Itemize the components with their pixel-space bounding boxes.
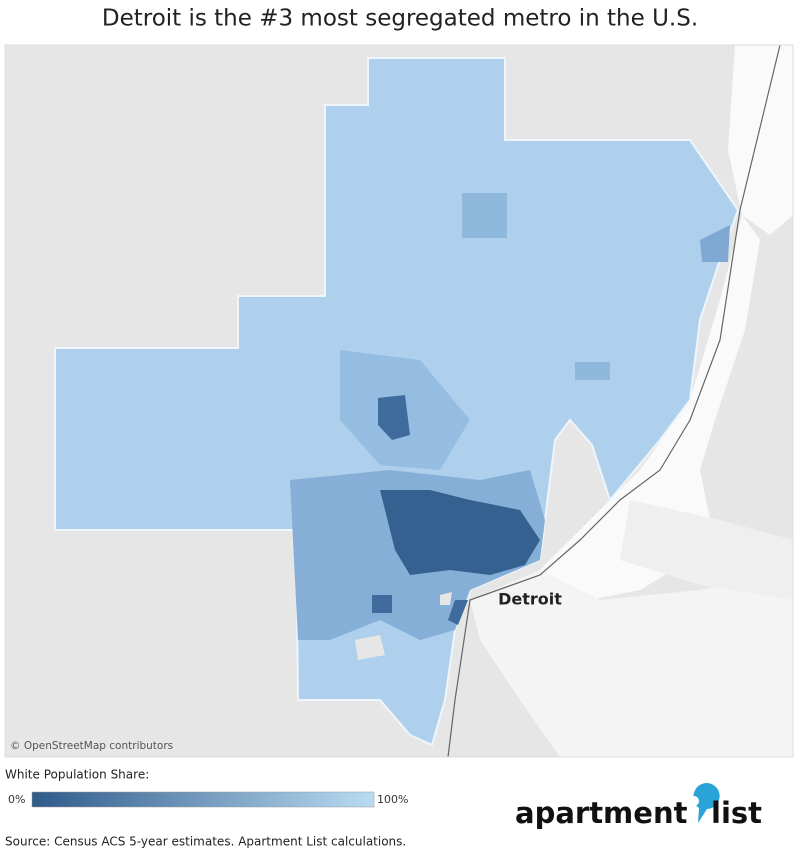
legend-min: 0% [8, 793, 25, 806]
dense-tracts [380, 490, 540, 575]
title: Detroit is the #3 most segregated metro … [102, 6, 698, 32]
tract [372, 595, 392, 613]
source: Source: Census ACS 5-year estimates. Apa… [5, 835, 406, 849]
logo-word: list [711, 796, 762, 830]
tract [575, 362, 610, 380]
lake-huron [728, 45, 793, 235]
tract [448, 600, 468, 625]
lake-st-clair [540, 215, 760, 600]
city-label: Detroit [498, 590, 562, 609]
map-frame [4, 44, 794, 758]
attribution-bg [5, 737, 170, 755]
legend-max: 100% [377, 793, 408, 806]
tract [462, 193, 507, 238]
logo-pin-dot [689, 796, 699, 806]
legend-title: White Population Share: [5, 768, 149, 782]
lake-erie-area [470, 570, 793, 757]
border-line [447, 45, 781, 757]
logo-word: apartment [515, 796, 688, 830]
dense-tracts [378, 395, 410, 440]
attribution: © OpenStreetMap contributors [10, 740, 173, 752]
legend-ramp [31, 791, 375, 808]
logo-pin [693, 783, 720, 823]
hole [440, 592, 452, 605]
hole [355, 635, 385, 660]
map: Detroit © OpenStreetMap contributors [5, 45, 793, 757]
delta [620, 500, 793, 600]
tract [700, 225, 730, 262]
